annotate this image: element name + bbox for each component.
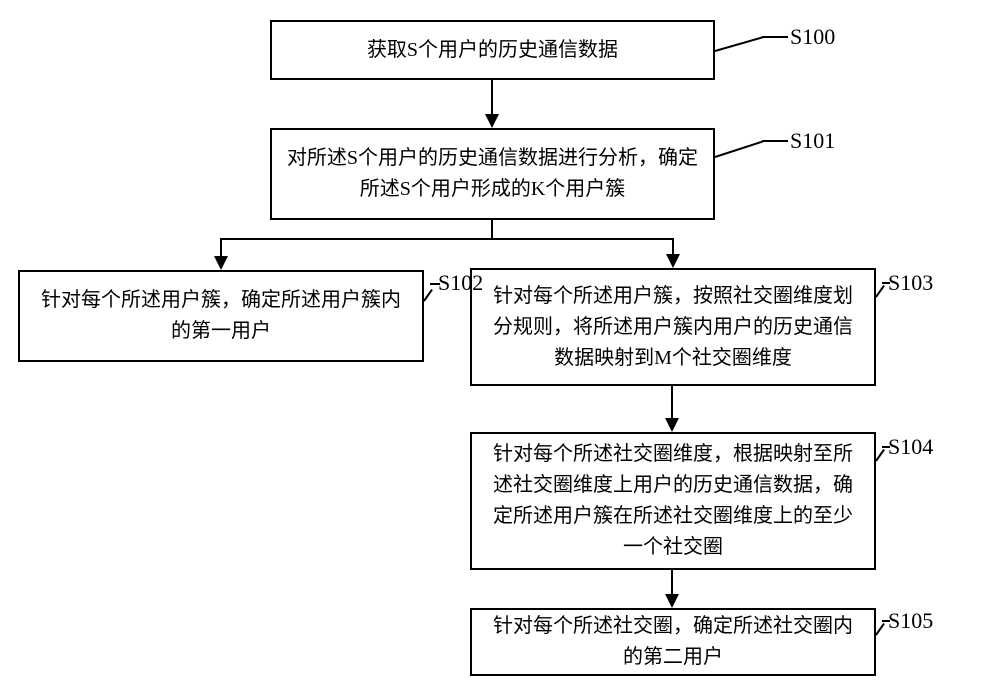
lead-line — [762, 140, 788, 142]
lead-line — [875, 449, 885, 462]
flow-node-s103: 针对每个所述用户簇，按照社交圈维度划分规则，将所述用户簇内用户的历史通信数据映射… — [470, 268, 876, 386]
lead-line — [715, 36, 764, 52]
step-label-s100: S100 — [790, 24, 835, 50]
lead-line — [762, 36, 788, 38]
arrow-head-icon — [214, 256, 228, 270]
lead-line — [715, 141, 763, 158]
node-text: 针对每个所述社交圈，确定所述社交圈内的第二用户 — [486, 611, 860, 673]
edge-arrow — [671, 570, 673, 594]
lead-line — [882, 620, 890, 622]
lead-line — [430, 283, 440, 285]
step-label-s105: S105 — [888, 608, 933, 634]
edge-branch — [672, 238, 674, 254]
node-text: 针对每个所述用户簇，按照社交圈维度划分规则，将所述用户簇内用户的历史通信数据映射… — [486, 281, 860, 374]
step-label-s104: S104 — [888, 434, 933, 460]
step-label-s101: S101 — [790, 128, 835, 154]
flow-node-s105: 针对每个所述社交圈，确定所述社交圈内的第二用户 — [470, 608, 876, 676]
arrow-head-icon — [485, 114, 499, 128]
lead-line — [882, 282, 890, 284]
arrow-head-icon — [666, 254, 680, 268]
step-label-s103: S103 — [888, 270, 933, 296]
flow-node-s100: 获取S个用户的历史通信数据 — [270, 20, 715, 80]
edge-branch — [220, 238, 222, 256]
arrow-head-icon — [665, 594, 679, 608]
flow-node-s104: 针对每个所述社交圈维度，根据映射至所述社交圈维度上用户的历史通信数据，确定所述用… — [470, 432, 876, 570]
node-text: 针对每个所述社交圈维度，根据映射至所述社交圈维度上用户的历史通信数据，确定所述用… — [486, 439, 860, 563]
edge-arrow — [491, 80, 493, 114]
lead-line — [882, 446, 890, 448]
edge-branch — [491, 220, 493, 238]
node-text: 获取S个用户的历史通信数据 — [367, 35, 618, 66]
node-text: 针对每个所述用户簇，确定所述用户簇内的第一用户 — [34, 285, 408, 347]
lead-line — [875, 623, 885, 636]
flow-node-s102: 针对每个所述用户簇，确定所述用户簇内的第一用户 — [18, 270, 424, 362]
flow-node-s101: 对所述S个用户的历史通信数据进行分析，确定所述S个用户形成的K个用户簇 — [270, 128, 715, 220]
step-label-s102: S102 — [438, 270, 483, 296]
arrow-head-icon — [665, 418, 679, 432]
edge-arrow — [671, 386, 673, 418]
lead-line — [423, 289, 433, 302]
node-text: 对所述S个用户的历史通信数据进行分析，确定所述S个用户形成的K个用户簇 — [286, 143, 699, 205]
edge-branch — [220, 238, 674, 240]
lead-line — [875, 285, 885, 298]
